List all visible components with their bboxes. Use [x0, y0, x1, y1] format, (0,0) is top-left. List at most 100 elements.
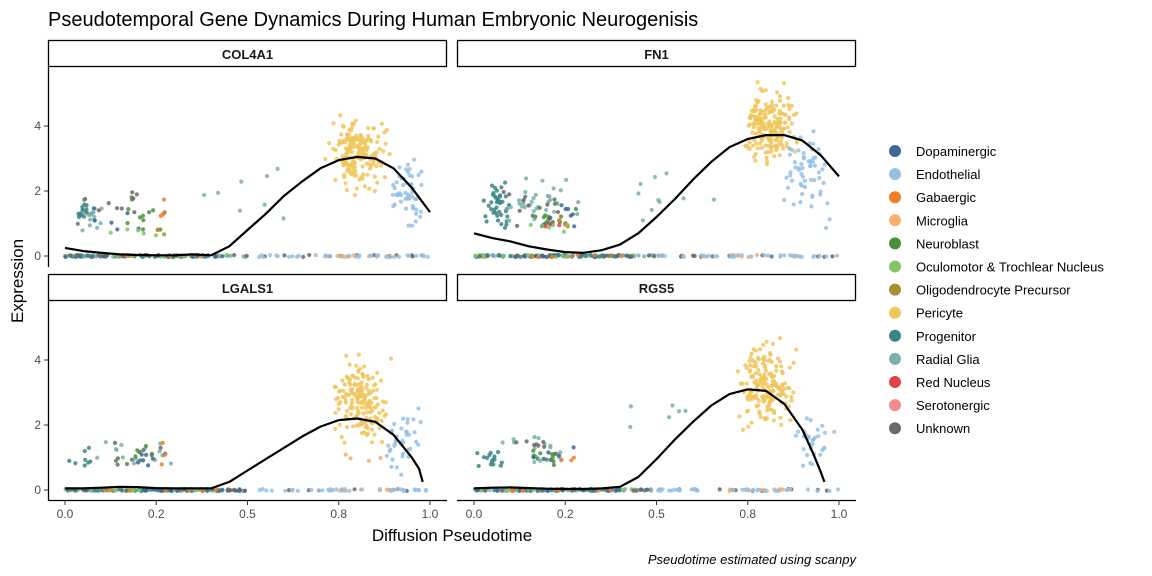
point: [220, 487, 225, 492]
point: [762, 365, 768, 370]
point: [341, 488, 346, 493]
point: [774, 364, 779, 369]
point: [744, 381, 749, 386]
point: [579, 253, 584, 258]
point: [536, 443, 541, 448]
point: [788, 418, 793, 423]
point: [377, 146, 382, 151]
point: [333, 385, 338, 390]
point: [360, 394, 365, 399]
point: [125, 227, 130, 232]
point: [773, 130, 778, 135]
point: [521, 201, 526, 206]
point: [114, 206, 120, 211]
point: [490, 183, 495, 188]
point: [689, 487, 694, 492]
point: [359, 140, 364, 145]
point: [789, 147, 794, 152]
point: [739, 253, 744, 258]
point: [497, 209, 502, 214]
point: [816, 434, 821, 439]
point: [378, 378, 384, 383]
point: [404, 167, 409, 172]
point: [347, 127, 352, 132]
point: [786, 103, 791, 108]
point: [119, 487, 124, 492]
point: [743, 363, 748, 368]
point: [788, 253, 793, 258]
point: [778, 415, 783, 420]
point: [135, 460, 141, 465]
point: [81, 210, 86, 215]
point: [405, 196, 410, 201]
point: [504, 222, 509, 227]
point: [555, 209, 561, 215]
x-tick-label: 0.2: [557, 507, 574, 521]
point: [746, 424, 751, 429]
point: [798, 135, 803, 140]
point: [791, 202, 796, 207]
point: [808, 418, 813, 423]
point: [106, 201, 111, 206]
point: [750, 130, 755, 135]
point: [763, 102, 768, 107]
point: [386, 443, 391, 448]
point: [96, 488, 101, 493]
point: [346, 376, 352, 382]
point: [377, 410, 382, 416]
point: [360, 176, 365, 181]
point: [763, 88, 768, 93]
point: [639, 487, 644, 492]
point: [162, 210, 167, 215]
point: [771, 408, 777, 414]
point: [410, 254, 415, 259]
point: [781, 81, 787, 86]
point: [91, 206, 96, 211]
point: [392, 421, 397, 427]
point: [731, 488, 736, 493]
legend-swatch: [889, 168, 901, 181]
point: [275, 166, 280, 171]
point: [405, 162, 410, 167]
point: [348, 412, 354, 417]
point: [495, 488, 500, 493]
point: [347, 380, 352, 386]
point: [797, 167, 802, 172]
point: [543, 254, 549, 259]
point: [529, 199, 534, 204]
point: [353, 254, 358, 259]
point: [646, 253, 652, 258]
x-tick-label: 0.0: [466, 507, 483, 521]
point: [269, 488, 274, 493]
point: [368, 139, 373, 144]
point: [74, 253, 79, 258]
point: [791, 112, 797, 117]
point: [500, 199, 505, 204]
point: [347, 362, 352, 367]
point: [548, 221, 553, 227]
point: [75, 221, 80, 226]
point: [349, 403, 354, 408]
point: [777, 153, 782, 158]
point: [286, 488, 292, 493]
point: [818, 452, 823, 457]
y-tick-label: 0: [34, 249, 41, 263]
facet-label: FN1: [644, 47, 669, 62]
point: [652, 174, 658, 180]
point: [757, 129, 762, 134]
point: [808, 460, 813, 466]
point: [802, 178, 808, 183]
point: [489, 200, 494, 205]
point: [333, 147, 338, 153]
point: [494, 200, 499, 205]
point: [344, 392, 349, 397]
point: [416, 442, 421, 447]
point: [535, 488, 540, 493]
point: [264, 488, 269, 493]
point: [767, 407, 772, 412]
point: [363, 405, 369, 410]
point: [764, 488, 769, 493]
legend-label: Radial Glia: [916, 352, 980, 367]
